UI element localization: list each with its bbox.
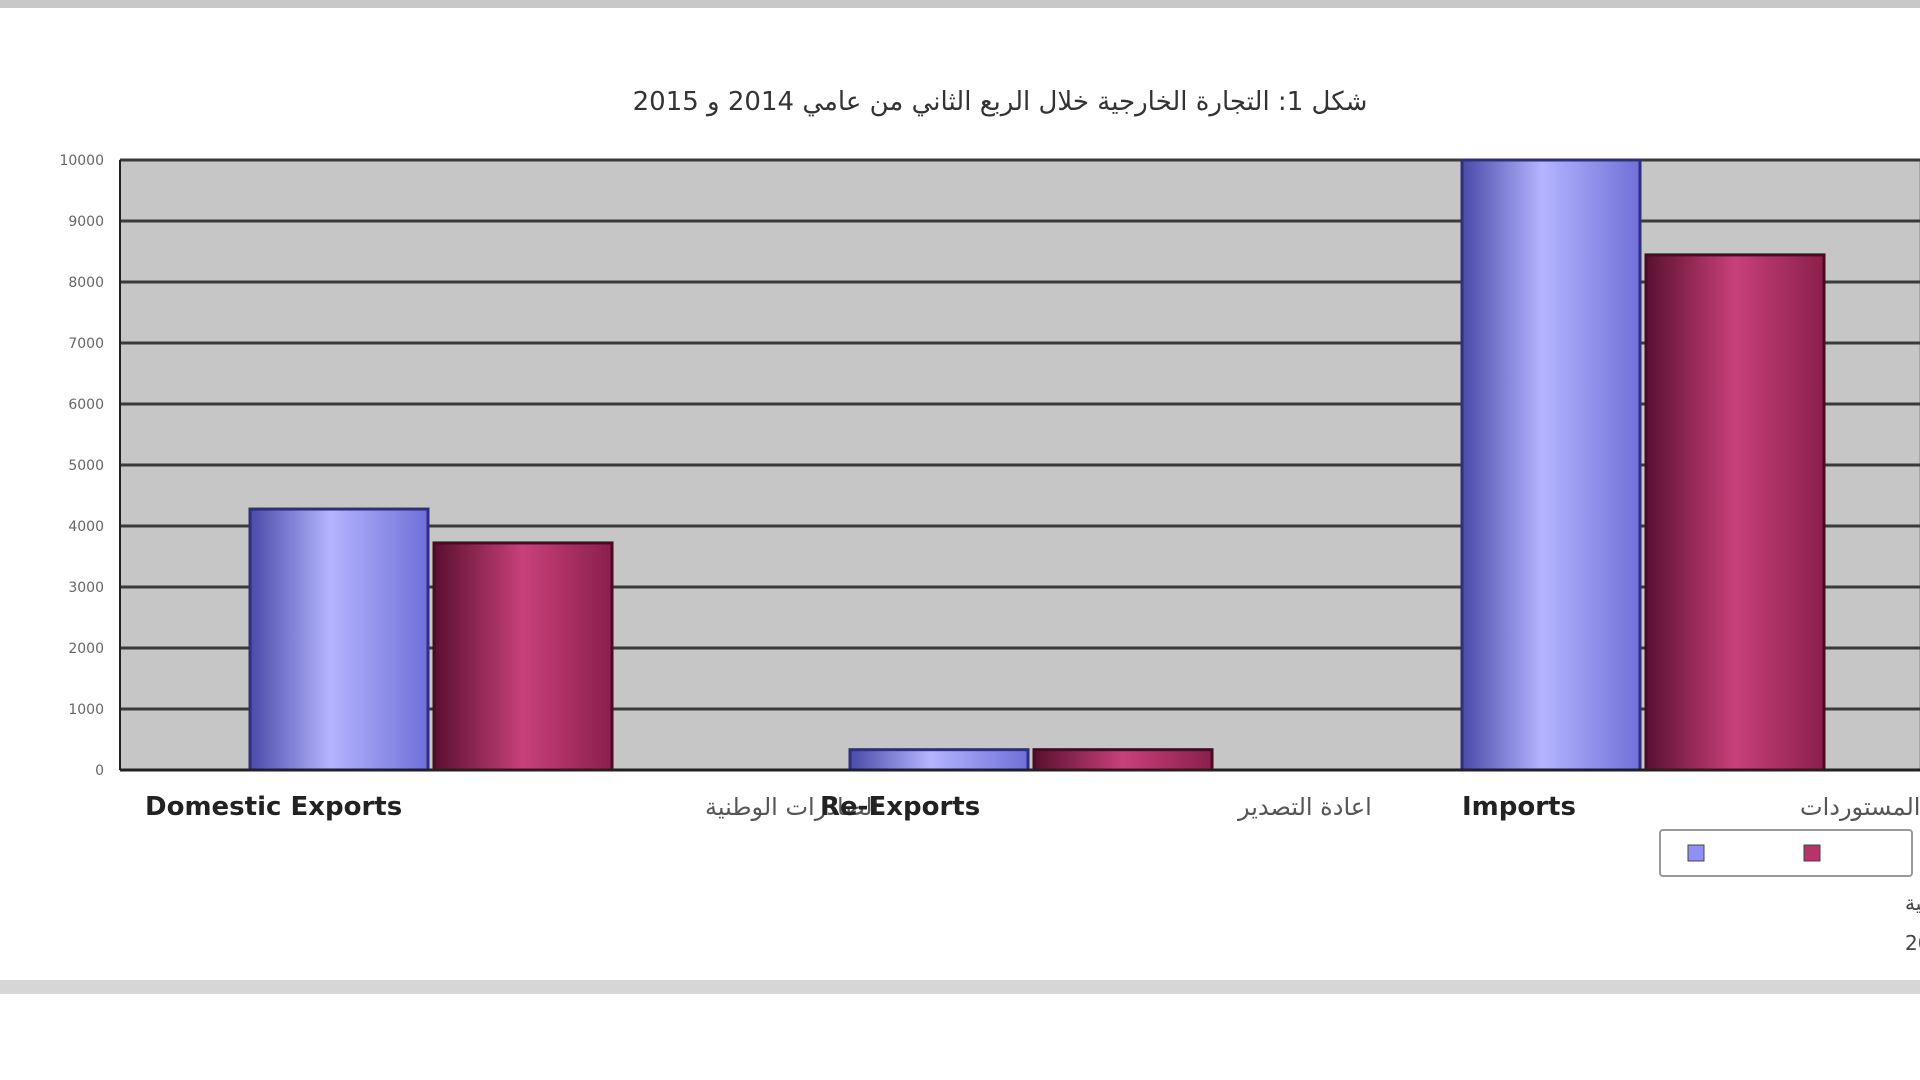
bar-series-1-cat-3 — [1460, 158, 1642, 772]
category-labels: Domestic Exports الصادرات الوطنيةRe-Expor… — [145, 792, 1920, 822]
bar-series-2-cat-3 — [1644, 253, 1826, 772]
bar-series-1-cat-2 — [848, 748, 1030, 772]
bar-series-1-cat-1 — [248, 507, 430, 772]
legend-swatch-series-1 — [1687, 844, 1705, 862]
bars — [248, 158, 1826, 772]
y-tick-label: 7000 — [68, 336, 104, 352]
chart-title: شكل 1: التجارة الخارجية خلال الربع الثان… — [633, 87, 1368, 117]
category-label-ar-2: اعادة التصدير — [1237, 793, 1372, 821]
category-label-en-3: Imports — [1462, 792, 1576, 822]
bottom-border — [0, 980, 1920, 994]
legend-swatch-series-2 — [1803, 844, 1821, 862]
y-tick-label: 8000 — [68, 275, 104, 291]
legend-box — [1659, 829, 1913, 877]
bar-series-2-cat-2 — [1032, 748, 1214, 772]
y-axis-ticks: 0 1000 2000 3000 4000 5000 6000 7000 8000 9000 100… — [59, 153, 104, 779]
top-border — [0, 0, 1920, 8]
y-tick-label: 1000 — [68, 702, 104, 718]
legend — [1659, 829, 1913, 877]
category-label-ar-1: الصادرات الوطنية — [705, 793, 879, 821]
y-tick-label: 6000 — [68, 397, 104, 413]
bar-series-2-cat-1 — [432, 541, 614, 772]
y-tick-label: 2000 — [68, 641, 104, 657]
y-tick-label: 3000 — [68, 580, 104, 596]
y-tick-label: 9000 — [68, 214, 104, 230]
y-tick-label: 5000 — [68, 458, 104, 474]
source-note: المصدر: دائرة الاحصاءات العامة التجارة ا… — [1905, 891, 1920, 915]
y-tick-label: 4000 — [68, 519, 104, 535]
y-tick-label: 10000 — [59, 153, 104, 169]
period-note: الربع الثاني من 2014 و الربع الثاني من 2… — [1905, 931, 1920, 956]
category-label-en-2: Re-Exports — [820, 792, 980, 822]
category-label-ar-3: المستوردات — [1800, 793, 1920, 821]
category-label-en-1: Domestic Exports — [145, 792, 402, 822]
y-tick-label: 0 — [95, 763, 104, 779]
